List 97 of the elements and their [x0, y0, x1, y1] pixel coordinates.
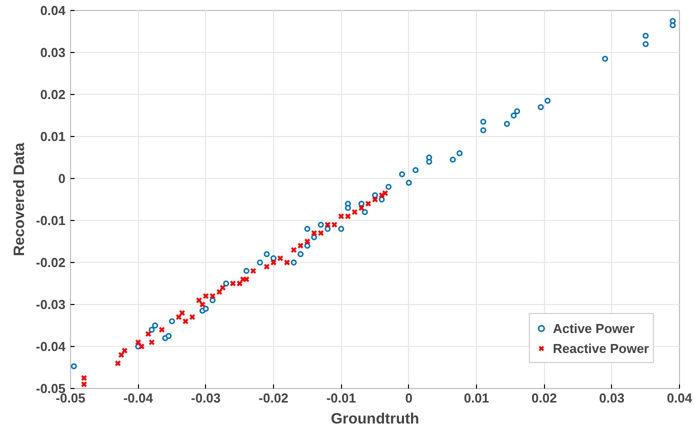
- x-tick-label: 0.03: [599, 390, 624, 406]
- point: [122, 348, 128, 354]
- x-tick-label: 0: [405, 390, 412, 406]
- point: [270, 259, 277, 266]
- point: [298, 251, 304, 258]
- point: [182, 318, 189, 324]
- point: [372, 196, 378, 203]
- point: [386, 184, 392, 190]
- point: [152, 322, 158, 328]
- point: [378, 192, 385, 198]
- point: [352, 208, 358, 216]
- point: [362, 209, 368, 216]
- x-tick-label: -0.03: [191, 390, 221, 406]
- point: [480, 118, 486, 125]
- point: [372, 192, 378, 198]
- point: [179, 310, 186, 316]
- point: [382, 190, 388, 196]
- point: [304, 242, 310, 249]
- point: [544, 98, 551, 104]
- point: [166, 333, 172, 339]
- point: [158, 326, 165, 333]
- point: [138, 343, 145, 350]
- point: [176, 314, 182, 320]
- x-tick-label: -0.04: [123, 390, 154, 406]
- point: [378, 196, 385, 202]
- legend-label: Reactive Power: [552, 340, 649, 356]
- point: [642, 41, 649, 48]
- x-tick-label: 0.01: [464, 390, 490, 406]
- point: [277, 255, 284, 262]
- point: [210, 297, 216, 304]
- point: [538, 104, 544, 110]
- point: [344, 204, 351, 211]
- y-tick-label: 0.03: [40, 45, 66, 60]
- point: [270, 255, 276, 262]
- point: [304, 226, 310, 232]
- point: [406, 180, 412, 186]
- point: [114, 360, 121, 366]
- point: [480, 127, 486, 134]
- point: [148, 326, 155, 333]
- y-tick-label: -0.03: [36, 297, 66, 312]
- point: [670, 22, 676, 28]
- x-tick-label: -0.01: [326, 390, 356, 406]
- point: [70, 363, 77, 370]
- point: [148, 339, 155, 346]
- point: [80, 381, 88, 388]
- x-tick-label: 0.02: [532, 390, 557, 406]
- point: [365, 200, 372, 207]
- point: [264, 251, 270, 258]
- point: [324, 226, 331, 232]
- point: [304, 238, 310, 245]
- point: [199, 301, 206, 308]
- y-tick-label: -0.02: [36, 255, 66, 270]
- point: [642, 32, 649, 39]
- point: [338, 226, 344, 232]
- x-tick-label: 0.04: [666, 390, 693, 406]
- x-tick-label: -0.02: [258, 390, 288, 406]
- point: [358, 200, 364, 207]
- point: [456, 150, 463, 156]
- point: [290, 260, 297, 266]
- point: [202, 306, 209, 312]
- point: [216, 288, 222, 296]
- point: [264, 264, 270, 270]
- point: [118, 352, 124, 358]
- point: [514, 108, 520, 114]
- point: [243, 268, 250, 274]
- point: [135, 339, 142, 346]
- point: [311, 234, 318, 240]
- point: [297, 242, 304, 249]
- point: [290, 246, 297, 254]
- point: [510, 112, 517, 118]
- point: [189, 314, 196, 320]
- point: [504, 120, 510, 127]
- y-tick-label: 0: [58, 171, 66, 186]
- y-tick-label: -0.04: [36, 339, 66, 354]
- point: [196, 297, 202, 304]
- y-tick-label: 0.04: [40, 3, 66, 18]
- legend-label: Active Power: [552, 320, 635, 336]
- y-tick-label: 0.02: [40, 87, 66, 102]
- point: [284, 259, 290, 266]
- point: [358, 204, 365, 212]
- point: [602, 56, 608, 62]
- point: [426, 154, 432, 160]
- point: [169, 318, 175, 324]
- point: [399, 171, 406, 178]
- point: [250, 268, 256, 274]
- point: [80, 374, 88, 382]
- point: [450, 156, 456, 163]
- y-tick-label: 0.01: [40, 129, 66, 144]
- point: [412, 167, 419, 174]
- x-axis-title: Groundtruth: [330, 410, 420, 428]
- point: [318, 222, 324, 228]
- y-tick-label: -0.01: [36, 213, 66, 228]
- point: [223, 280, 230, 286]
- point: [220, 284, 226, 291]
- point: [256, 260, 263, 266]
- y-axis-title: Recovered Data: [10, 142, 28, 256]
- point: [145, 330, 152, 338]
